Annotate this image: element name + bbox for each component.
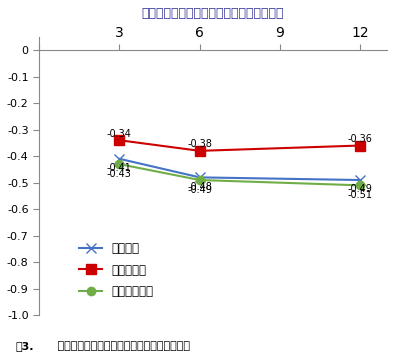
- Text: -0.41: -0.41: [107, 163, 132, 173]
- 颊侧粘膜中部: [197, 178, 202, 182]
- 近中龈乳: [197, 175, 202, 179]
- 远中龈乳头: [197, 149, 202, 153]
- 近中龈乳: [358, 178, 362, 182]
- Text: -0.43: -0.43: [107, 169, 132, 179]
- 颊侧粘膜中部: [117, 162, 122, 166]
- Text: -0.34: -0.34: [107, 128, 132, 139]
- Line: 远中龈乳头: 远中龈乳头: [115, 135, 365, 156]
- Line: 颊侧粘膜中部: 颊侧粘膜中部: [115, 160, 364, 190]
- Text: -0.48: -0.48: [187, 182, 212, 192]
- Line: 近中龈乳: 近中龈乳: [115, 154, 365, 185]
- 远中龈乳头: [117, 138, 122, 142]
- Text: -0.38: -0.38: [187, 139, 212, 149]
- Text: -0.49: -0.49: [348, 184, 373, 194]
- Legend: 近中龈乳, 远中龈乳头, 颊侧粘膜中部: 近中龈乳, 远中龈乳头, 颊侧粘膜中部: [73, 237, 160, 304]
- Text: 图3.: 图3.: [16, 341, 34, 351]
- Text: -0.51: -0.51: [348, 190, 373, 201]
- Text: 即刻种植与即刻修复后软组织第一年的改变。: 即刻种植与即刻修复后软组织第一年的改变。: [47, 341, 190, 351]
- 近中龈乳: [117, 157, 122, 161]
- Text: -0.36: -0.36: [348, 134, 373, 144]
- 颊侧粘膜中部: [358, 183, 362, 187]
- 远中龈乳头: [358, 143, 362, 148]
- Title: 即刻种植与即刻修复后软组织第一年的改变: 即刻种植与即刻修复后软组织第一年的改变: [142, 7, 284, 20]
- Text: -0.49: -0.49: [187, 185, 212, 195]
